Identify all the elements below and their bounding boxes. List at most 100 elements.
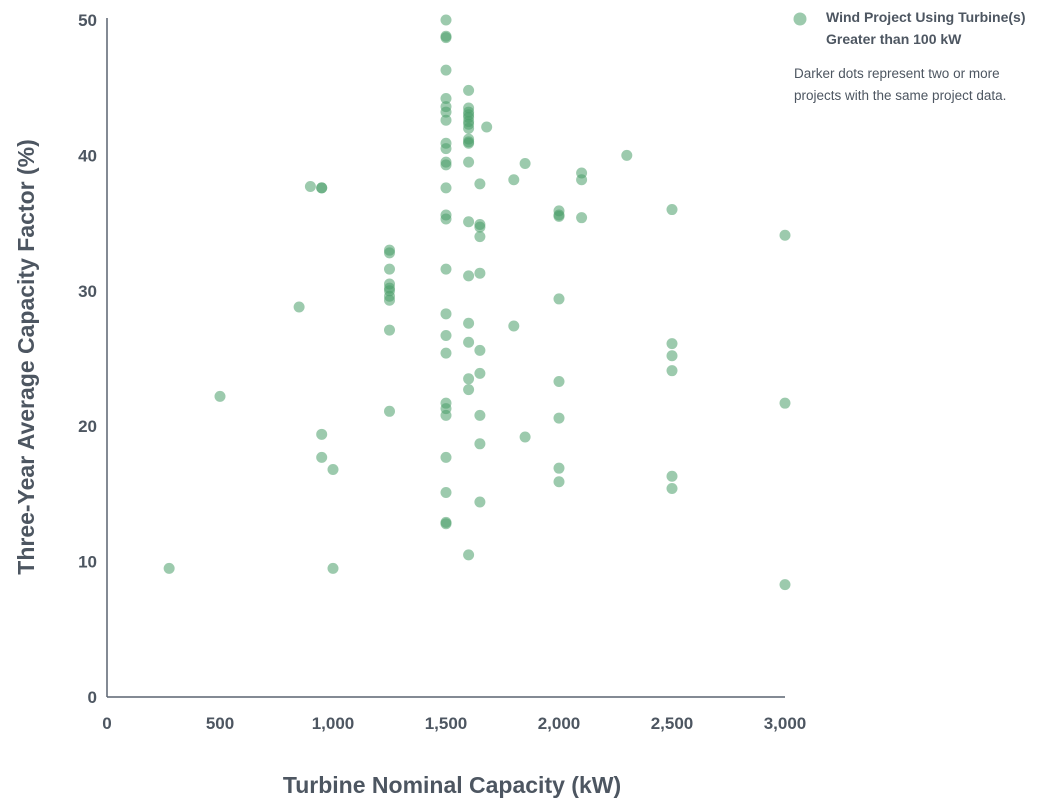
data-point [474,496,486,508]
data-point [474,438,486,450]
data-point [440,64,452,76]
data-point [440,159,452,171]
data-point [214,390,226,402]
data-point [440,308,452,320]
data-point [440,409,452,421]
y-tick-label: 10 [78,553,97,572]
legend-marker [793,12,807,26]
y-tick-label: 20 [78,417,97,436]
data-point [519,431,531,443]
data-point [440,143,452,155]
x-tick-label: 2,000 [538,714,581,733]
data-points [163,14,791,591]
data-point [576,212,588,224]
legend: Wind Project Using Turbine(s) Greater th… [793,9,1026,103]
data-point [440,93,452,105]
x-tick-label: 500 [206,714,234,733]
y-tick-label: 0 [88,688,97,707]
data-point [440,451,452,463]
data-point [463,270,475,282]
x-tick-label: 3,000 [764,714,807,733]
y-tick-label: 40 [78,146,97,165]
data-point [163,562,175,574]
data-point [440,518,452,530]
x-axis-title: Turbine Nominal Capacity (kW) [283,772,621,798]
data-point [384,405,395,417]
y-tick-label: 30 [78,282,97,301]
data-point [316,182,328,194]
data-point [553,462,565,474]
x-tick-labels: 0 500 1,000 1,500 2,000 2,500 3,000 [102,714,806,733]
data-point [463,216,475,228]
data-point [327,464,339,476]
data-point [553,293,565,305]
data-point [779,229,791,241]
data-point [666,365,678,377]
x-tick-label: 0 [102,714,111,733]
legend-label-line-1: Wind Project Using Turbine(s) [826,9,1026,25]
data-point [666,204,678,216]
annotation-line-2: projects with the same project data. [794,88,1006,103]
data-point [440,329,452,341]
data-point [463,156,475,168]
data-point [440,347,452,359]
data-point [327,562,339,574]
data-point [384,247,395,259]
data-point [440,14,452,26]
data-point [440,32,452,44]
legend-label-line-2: Greater than 100 kW [826,31,962,47]
data-point [384,263,395,275]
data-point [463,317,475,329]
data-point [553,412,565,424]
data-point [463,384,475,396]
data-point [621,149,633,161]
data-point [474,344,486,356]
y-tick-labels: 0 10 20 30 40 50 [78,11,97,707]
data-point [666,350,678,362]
data-point [304,181,316,193]
x-tick-label: 1,000 [312,714,355,733]
data-point [463,336,475,348]
data-point [553,210,565,222]
data-point [440,213,452,225]
data-point [576,174,588,186]
annotation-line-1: Darker dots represent two or more [794,66,1000,81]
data-point [474,178,486,190]
data-point [779,579,791,591]
data-point [384,324,395,336]
data-point [474,221,486,233]
axes [106,18,785,698]
data-point [474,367,486,379]
data-point [440,114,452,126]
data-point [440,182,452,194]
data-point [293,301,305,313]
data-point [666,338,678,350]
data-point [463,373,475,385]
data-point [474,267,486,279]
x-tick-label: 2,500 [651,714,694,733]
y-tick-label: 50 [78,11,97,30]
x-tick-label: 1,500 [425,714,468,733]
data-point [440,106,452,118]
data-point [463,137,475,149]
data-point [666,482,678,494]
data-point [463,84,475,96]
data-point [779,397,791,409]
data-point [463,549,475,561]
data-point [553,376,565,388]
data-point [474,231,486,243]
data-point [508,320,520,332]
data-point [553,476,565,488]
data-point [316,451,328,463]
data-point [440,487,452,499]
data-point [481,121,493,133]
data-point [316,428,328,440]
data-point [519,158,531,170]
data-point [440,263,452,275]
data-point [666,470,678,482]
y-axis-title: Three-Year Average Capacity Factor (%) [13,139,39,574]
data-point [474,409,486,421]
data-point [384,294,395,306]
data-point [508,174,520,186]
